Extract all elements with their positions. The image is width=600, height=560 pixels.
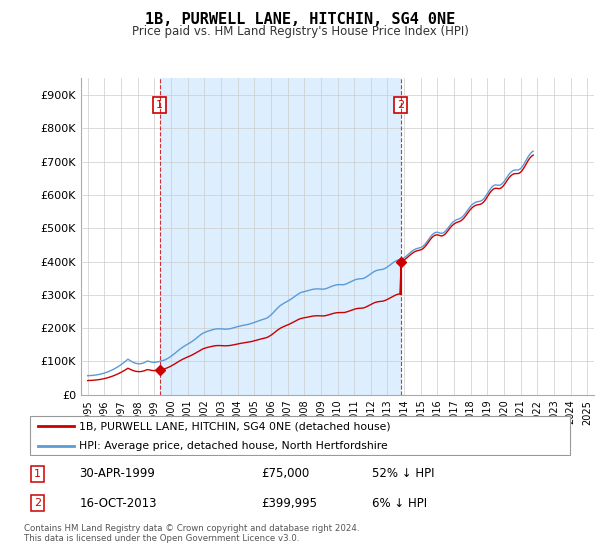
Text: 1B, PURWELL LANE, HITCHIN, SG4 0NE (detached house): 1B, PURWELL LANE, HITCHIN, SG4 0NE (deta… bbox=[79, 421, 391, 431]
Text: 6% ↓ HPI: 6% ↓ HPI bbox=[372, 497, 427, 510]
Text: 1B, PURWELL LANE, HITCHIN, SG4 0NE: 1B, PURWELL LANE, HITCHIN, SG4 0NE bbox=[145, 12, 455, 27]
Text: Price paid vs. HM Land Registry's House Price Index (HPI): Price paid vs. HM Land Registry's House … bbox=[131, 25, 469, 38]
Text: 2: 2 bbox=[34, 498, 41, 508]
Text: £399,995: £399,995 bbox=[262, 497, 317, 510]
Text: £75,000: £75,000 bbox=[262, 468, 310, 480]
Text: 2: 2 bbox=[397, 100, 404, 110]
Text: 1: 1 bbox=[34, 469, 41, 479]
Text: Contains HM Land Registry data © Crown copyright and database right 2024.
This d: Contains HM Land Registry data © Crown c… bbox=[24, 524, 359, 543]
Bar bbox=[160, 78, 401, 395]
Text: HPI: Average price, detached house, North Hertfordshire: HPI: Average price, detached house, Nort… bbox=[79, 441, 388, 451]
Text: 52% ↓ HPI: 52% ↓ HPI bbox=[372, 468, 434, 480]
Text: 30-APR-1999: 30-APR-1999 bbox=[79, 468, 155, 480]
Text: 16-OCT-2013: 16-OCT-2013 bbox=[79, 497, 157, 510]
Text: 1: 1 bbox=[156, 100, 163, 110]
FancyBboxPatch shape bbox=[29, 416, 571, 455]
